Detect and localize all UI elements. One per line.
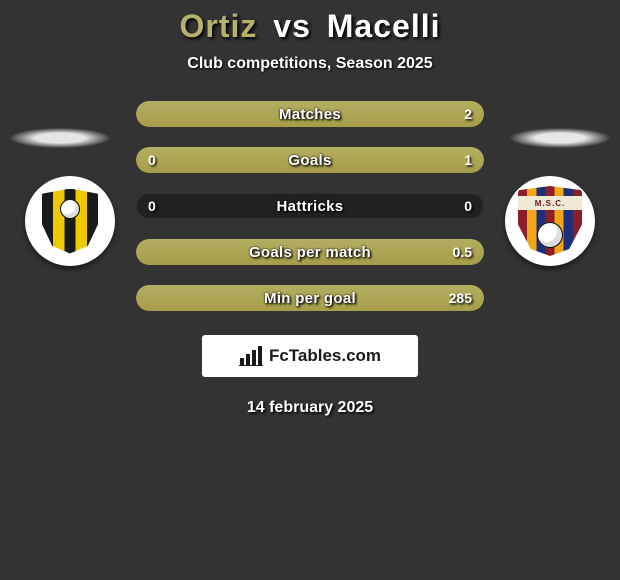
title-vs: vs bbox=[273, 8, 311, 44]
page-title: Ortiz vs Macelli bbox=[180, 8, 441, 45]
stat-row: 0.5Goals per match bbox=[136, 239, 484, 265]
stat-label: Matches bbox=[136, 101, 484, 127]
title-player1: Ortiz bbox=[180, 8, 258, 44]
stat-label: Min per goal bbox=[136, 285, 484, 311]
club-logo-left: ★★★★★★★ bbox=[25, 176, 115, 266]
soccer-ball-icon bbox=[537, 222, 563, 248]
stat-row: 285Min per goal bbox=[136, 285, 484, 311]
date-label: 14 february 2025 bbox=[247, 399, 373, 417]
stat-label: Hattricks bbox=[136, 193, 484, 219]
club-banner-label: M.S.C. bbox=[514, 196, 586, 210]
club-shadow-right bbox=[510, 128, 610, 148]
title-player2: Macelli bbox=[327, 8, 441, 44]
soccer-ball-icon bbox=[60, 199, 80, 219]
stat-row: 2Matches bbox=[136, 101, 484, 127]
stats-table: 2Matches 01Goals 00Hattricks 0.5Goals per m… bbox=[136, 101, 484, 311]
stat-row: 01Goals bbox=[136, 147, 484, 173]
stat-row: 00Hattricks bbox=[136, 193, 484, 219]
brand-badge: FcTables.com bbox=[202, 335, 418, 377]
bar-chart-icon bbox=[239, 346, 263, 366]
club-logo-right: M.S.C. bbox=[505, 176, 595, 266]
club-shadow-left bbox=[10, 128, 110, 148]
stat-label: Goals per match bbox=[136, 239, 484, 265]
stat-label: Goals bbox=[136, 147, 484, 173]
brand-text: FcTables.com bbox=[269, 346, 381, 366]
stars-icon: ★★★★★★★ bbox=[42, 181, 98, 189]
subtitle: Club competitions, Season 2025 bbox=[187, 55, 432, 73]
shield-icon: ★★★★★★★ bbox=[42, 189, 98, 254]
shield-icon: M.S.C. bbox=[518, 186, 582, 256]
